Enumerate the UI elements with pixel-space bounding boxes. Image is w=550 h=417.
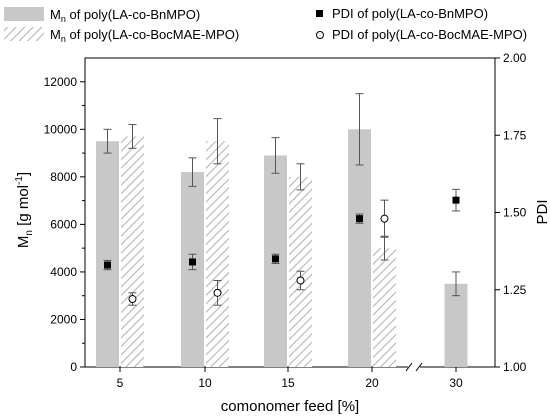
x-tick-label-15: 15 [281, 376, 295, 390]
points-layer [103, 188, 460, 306]
point-pdi-bnmpo-15 [272, 255, 279, 263]
y2-tick-label-1.50: 1.50 [503, 206, 527, 220]
legend-item-mn-bnmpo: Mn of poly(LA-co-BnMPO) [4, 7, 200, 24]
legend-marker-pdi-bocmae [316, 31, 324, 39]
point-pdi-bnmpo-30 [452, 196, 460, 204]
x-tick-label-10: 10 [198, 376, 212, 390]
point-pdi-bocmae-5 [128, 295, 137, 304]
y2-tick-label-1.00: 1.00 [503, 360, 527, 374]
bar-mn-bocmae-5 [121, 136, 144, 367]
y2-tick-label-2.00: 2.00 [503, 51, 527, 65]
legend-swatch-mn-bnmpo [4, 7, 44, 21]
y-tick-label-0: 0 [70, 360, 77, 374]
y-tick-label-10000: 10000 [44, 122, 78, 136]
point-pdi-bnmpo-10 [189, 258, 196, 266]
y-tick-label-6000: 6000 [50, 217, 77, 231]
bar-mn-bocmae-10 [206, 141, 229, 367]
bars-layer [96, 93, 468, 367]
y-tick-label-2000: 2000 [50, 312, 77, 326]
legend-label-mn-bnmpo: Mn of poly(LA-co-BnMPO) [50, 7, 200, 24]
y-tick-label-8000: 8000 [50, 170, 77, 184]
legend-label-pdi-bocmae: PDI of poly(LA-co-BocMAE-MPO) [332, 27, 527, 42]
axis-break-slash-left [405, 362, 413, 372]
bar-mn-bnmpo-5 [96, 141, 119, 367]
x-tick-label-30: 30 [449, 376, 463, 390]
axis-break-gap [408, 363, 420, 371]
axis-break-slash-right [415, 362, 423, 372]
legend-label-pdi-bnmpo: PDI of poly(LA-co-BnMPO) [332, 6, 488, 21]
legend-item-mn-bocmae: Mn of poly(LA-co-BocMAE-MPO) [4, 27, 239, 44]
legend-swatch-mn-bocmae [4, 27, 44, 41]
bar-mn-bnmpo-30 [444, 283, 468, 367]
point-pdi-bocmae-15 [296, 276, 305, 285]
y-tick-label-12000: 12000 [44, 75, 78, 89]
point-pdi-bocmae-20 [380, 214, 389, 223]
legend-item-pdi-bnmpo: PDI of poly(LA-co-BnMPO) [316, 6, 488, 21]
bar-mn-bnmpo-20 [348, 129, 371, 367]
y2-tick-label-1.75: 1.75 [503, 128, 527, 142]
x-tick-label-5: 5 [117, 376, 124, 390]
point-pdi-bnmpo-20 [356, 215, 363, 223]
y-tick-label-4000: 4000 [50, 265, 77, 279]
axes-layer: 0 2000 4000 6000 8000 10000 12000 1.00 1.25 1.50 1… [44, 51, 527, 390]
legend: Mn of poly(LA-co-BnMPO) Mn of poly(LA-co… [4, 6, 527, 44]
legend-marker-pdi-bnmpo [316, 10, 323, 17]
legend-label-mn-bocmae: Mn of poly(LA-co-BocMAE-MPO) [50, 27, 239, 44]
y2-axis-title: PDI [534, 199, 550, 224]
x-axis-title: comonomer feed [%] [221, 398, 359, 415]
point-pdi-bnmpo-5 [104, 261, 111, 269]
y-axis-title: Mn [g mol-1] [14, 172, 35, 248]
bar-mn-bocmae-20 [373, 248, 396, 367]
y2-tick-label-1.25: 1.25 [503, 283, 527, 297]
legend-item-pdi-bocmae: PDI of poly(LA-co-BocMAE-MPO) [316, 27, 527, 42]
x-tick-label-20: 20 [365, 376, 379, 390]
point-pdi-bocmae-10 [213, 288, 222, 297]
